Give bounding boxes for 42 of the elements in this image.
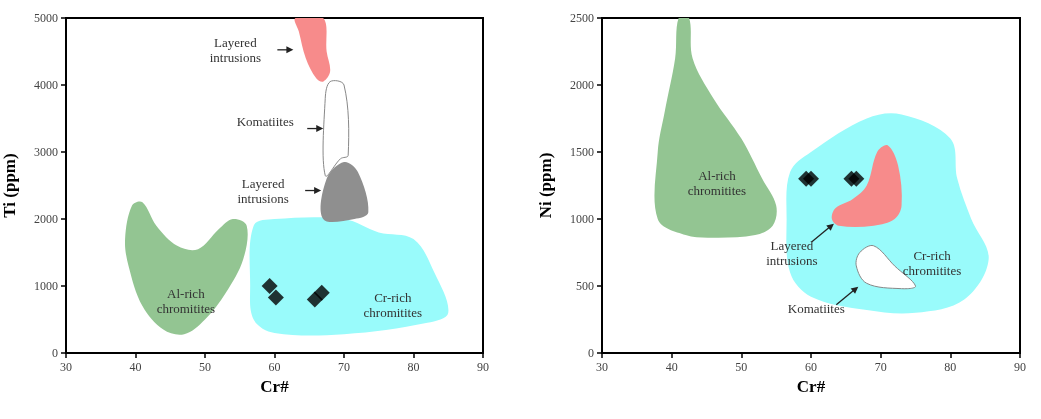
y-tick-label: 0	[52, 346, 58, 360]
series-label: Cr-rich chromitites	[901, 248, 963, 279]
y-tick-label: 4000	[34, 78, 58, 92]
x-tick-label: 70	[874, 360, 887, 374]
x-axis-title: Cr#	[260, 376, 290, 396]
x-tick-label: 80	[944, 360, 957, 374]
x-tick-label: 90	[477, 360, 489, 374]
y-tick-label: 2500	[570, 11, 594, 25]
point	[313, 284, 330, 301]
series-label: Layered intrusions	[765, 237, 819, 268]
x-tick-label: 30	[60, 360, 72, 374]
point	[267, 289, 284, 306]
x-tick-label: 50	[199, 360, 211, 374]
y-tick-label: 2000	[570, 78, 594, 92]
y-tick-label: 1500	[570, 145, 594, 159]
series-label: Al-rich chromitites	[155, 286, 217, 317]
text: Komatiites	[235, 113, 295, 129]
text: Layered intrusions	[208, 34, 262, 65]
y-tick-label: 5000	[34, 11, 58, 25]
x-tick-label: 40	[129, 360, 142, 374]
y-tick-label: 1000	[570, 212, 594, 226]
x-tick-label: 30	[596, 360, 608, 374]
x-tick-label: 50	[735, 360, 748, 374]
x-tick-label: 60	[268, 360, 281, 374]
text: Layered intrusions	[236, 175, 290, 206]
series-label: Cr-rich chromitites	[362, 290, 424, 321]
y-tick-label: 3000	[34, 145, 58, 159]
x-tick-label: 80	[407, 360, 420, 374]
y-axis-title: Ti (ppm)	[0, 153, 19, 218]
y-tick-label: 1000	[34, 279, 58, 293]
y-tick-label: 500	[576, 279, 594, 293]
x-tick-label: 60	[805, 360, 817, 374]
x-tick-label: 90	[1014, 360, 1026, 374]
x-tick-label: 70	[338, 360, 350, 374]
point	[261, 278, 278, 294]
series-label: Al-rich chromitites	[686, 167, 748, 198]
text: Komatiites	[786, 300, 846, 316]
x-tick-label: 40	[665, 360, 678, 374]
y-tick-label: 2000	[34, 212, 58, 226]
y-tick-label: 0	[588, 346, 594, 360]
x-axis-title: Cr#	[796, 376, 826, 396]
y-axis-title: Ni (ppm)	[536, 152, 555, 219]
